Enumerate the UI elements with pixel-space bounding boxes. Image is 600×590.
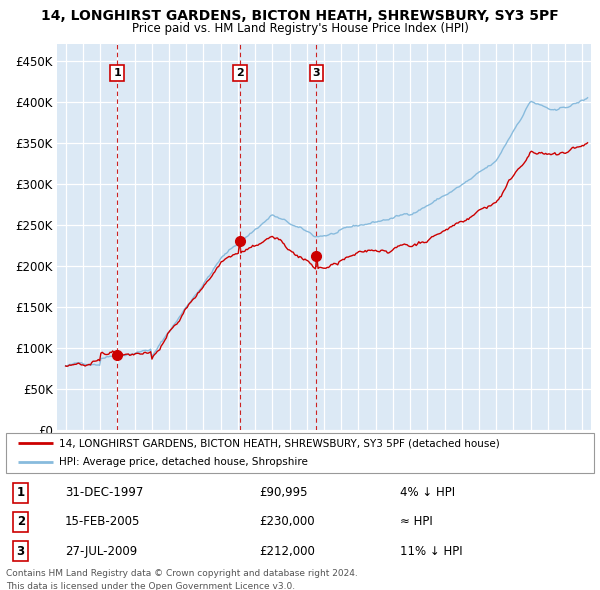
Text: £212,000: £212,000 <box>259 545 315 558</box>
Text: 3: 3 <box>313 68 320 78</box>
Text: 11% ↓ HPI: 11% ↓ HPI <box>400 545 463 558</box>
Text: 1: 1 <box>113 68 121 78</box>
Text: 27-JUL-2009: 27-JUL-2009 <box>65 545 137 558</box>
Text: This data is licensed under the Open Government Licence v3.0.: This data is licensed under the Open Gov… <box>6 582 295 590</box>
Text: 2: 2 <box>17 515 25 529</box>
FancyBboxPatch shape <box>6 433 594 473</box>
Text: 31-DEC-1997: 31-DEC-1997 <box>65 486 143 499</box>
Text: 14, LONGHIRST GARDENS, BICTON HEATH, SHREWSBURY, SY3 5PF (detached house): 14, LONGHIRST GARDENS, BICTON HEATH, SHR… <box>59 438 500 448</box>
Text: Price paid vs. HM Land Registry's House Price Index (HPI): Price paid vs. HM Land Registry's House … <box>131 22 469 35</box>
Text: 15-FEB-2005: 15-FEB-2005 <box>65 515 140 529</box>
Text: 14, LONGHIRST GARDENS, BICTON HEATH, SHREWSBURY, SY3 5PF: 14, LONGHIRST GARDENS, BICTON HEATH, SHR… <box>41 9 559 23</box>
Text: 1: 1 <box>17 486 25 499</box>
Text: Contains HM Land Registry data © Crown copyright and database right 2024.: Contains HM Land Registry data © Crown c… <box>6 569 358 578</box>
Text: £230,000: £230,000 <box>259 515 314 529</box>
Text: £90,995: £90,995 <box>259 486 307 499</box>
Text: 4% ↓ HPI: 4% ↓ HPI <box>400 486 455 499</box>
Text: HPI: Average price, detached house, Shropshire: HPI: Average price, detached house, Shro… <box>59 457 308 467</box>
Text: 3: 3 <box>17 545 25 558</box>
Text: 2: 2 <box>236 68 244 78</box>
Text: ≈ HPI: ≈ HPI <box>400 515 433 529</box>
